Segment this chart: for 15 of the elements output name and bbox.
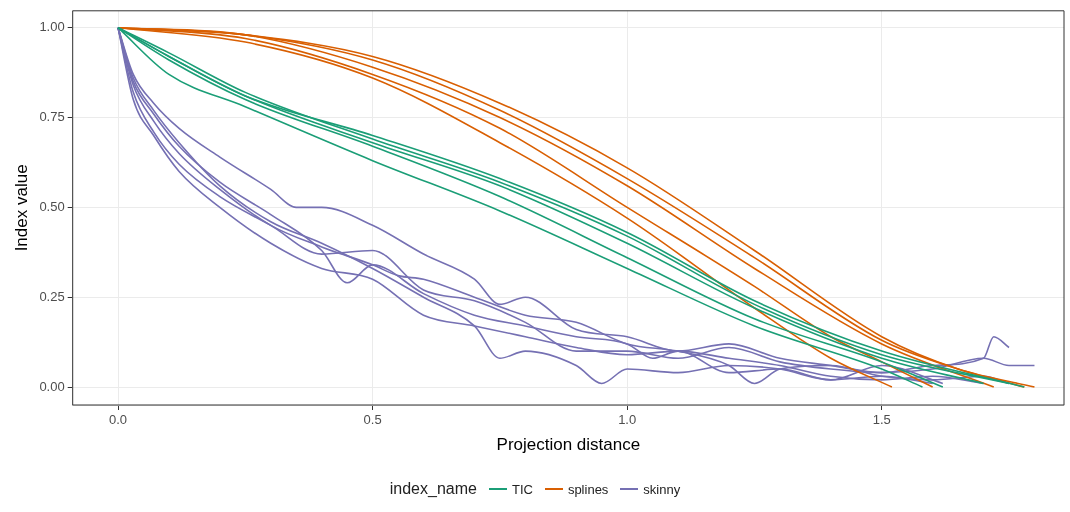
legend-label: skinny bbox=[643, 481, 681, 497]
y-axis-title: Index value bbox=[11, 164, 31, 252]
legend-label: TIC bbox=[511, 481, 533, 497]
x-tick-label: 1.0 bbox=[618, 412, 637, 428]
legend-label: splines bbox=[567, 481, 609, 497]
y-tick-label: 0.50 bbox=[39, 198, 65, 214]
x-tick-label: 1.5 bbox=[872, 412, 891, 428]
y-tick-label: 1.00 bbox=[39, 19, 65, 35]
x-tick-label: 0.5 bbox=[363, 412, 382, 428]
y-tick-label: 0.25 bbox=[39, 288, 65, 304]
y-tick-label: 0.00 bbox=[39, 378, 65, 394]
y-tick-label: 0.75 bbox=[39, 109, 65, 125]
x-tick-label: 0.0 bbox=[108, 412, 128, 428]
x-axis-title: Projection distance bbox=[496, 435, 641, 455]
legend-title: index_name bbox=[389, 480, 477, 498]
